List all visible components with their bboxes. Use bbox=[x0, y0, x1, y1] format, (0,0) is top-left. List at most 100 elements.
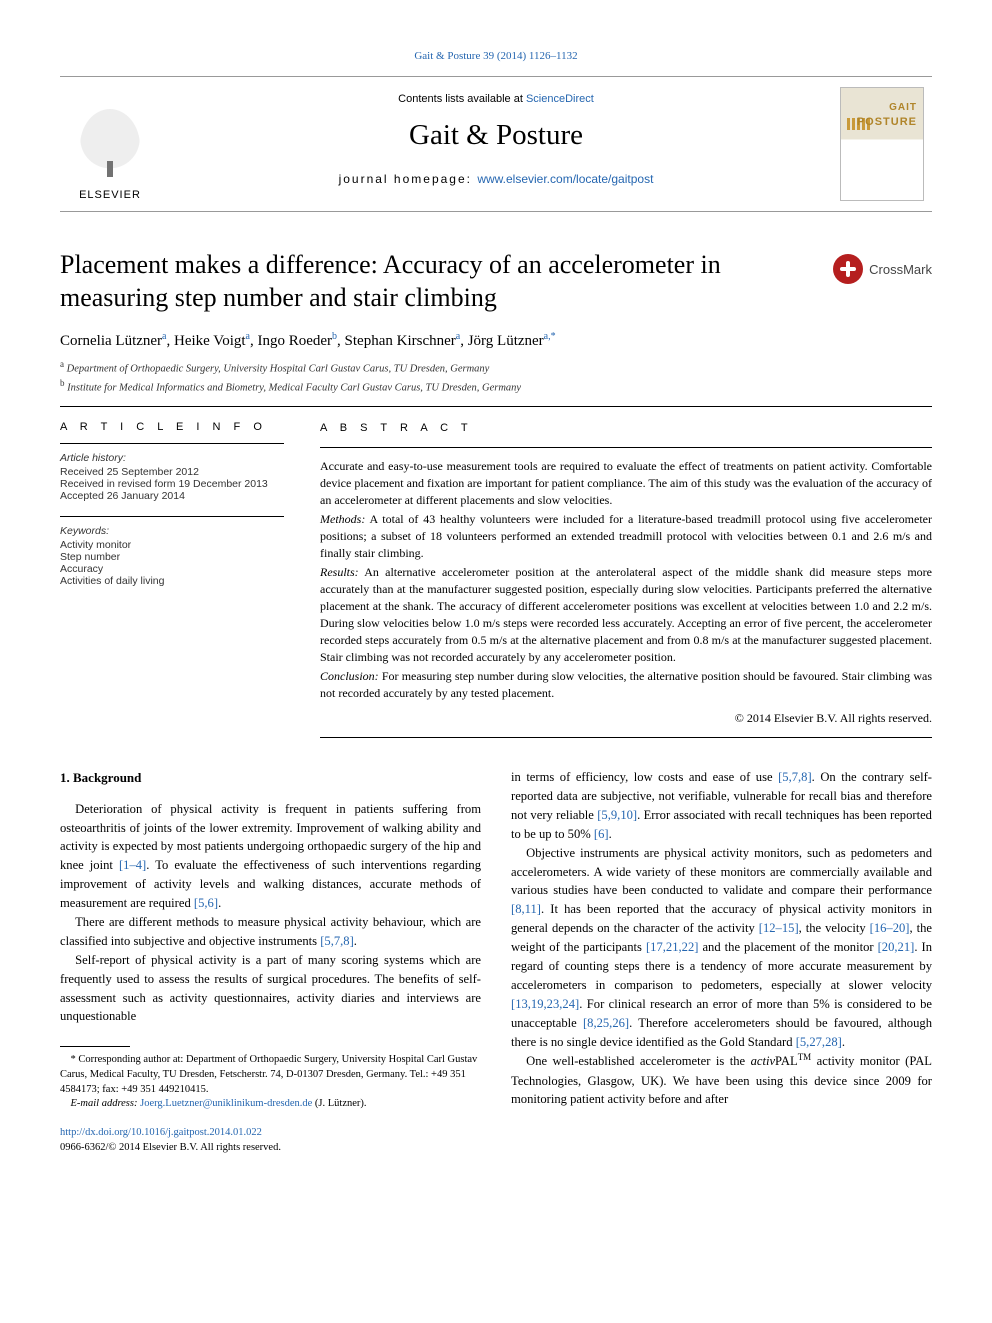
article-history: Article history: Received 25 September 2… bbox=[60, 452, 284, 502]
history-label: Article history: bbox=[60, 452, 284, 464]
email-tail: (J. Lützner). bbox=[312, 1098, 366, 1109]
doi-block: http://dx.doi.org/10.1016/j.gaitpost.201… bbox=[60, 1126, 481, 1155]
ref-5-9-10[interactable]: [5,9,10] bbox=[597, 808, 637, 822]
ref-12-15[interactable]: [12–15] bbox=[759, 921, 799, 935]
ref-1-4[interactable]: [1–4] bbox=[119, 858, 146, 872]
ref-17-21-22[interactable]: [17,21,22] bbox=[646, 940, 698, 954]
abstract-results: An alternative accelerometer position at… bbox=[320, 565, 932, 664]
ref-6[interactable]: [6] bbox=[594, 827, 609, 841]
keyword-4: Activities of daily living bbox=[60, 575, 284, 587]
author-4-affil: a bbox=[456, 331, 460, 342]
affiliation-b: Institute for Medical Informatics and Bi… bbox=[67, 382, 521, 393]
abstract-intro: Accurate and easy-to-use measurement too… bbox=[320, 458, 932, 509]
abstract-results-label: Results: bbox=[320, 565, 359, 579]
para-2: There are different methods to measure p… bbox=[60, 913, 481, 951]
cover-word-gait: GAIT bbox=[889, 102, 917, 113]
keywords-block: Keywords: Activity monitor Step number A… bbox=[60, 525, 284, 587]
ref-8-11[interactable]: [8,11] bbox=[511, 902, 541, 916]
email-label: E-mail address: bbox=[71, 1098, 141, 1109]
ref-5-6[interactable]: [5,6] bbox=[194, 896, 218, 910]
running-head: Gait & Posture 39 (2014) 1126–1132 bbox=[60, 50, 932, 62]
abstract-column: A B S T R A C T Accurate and easy-to-use… bbox=[320, 421, 932, 738]
publisher-block: ELSEVIER bbox=[60, 87, 160, 201]
ref-16-20[interactable]: [16–20] bbox=[870, 921, 910, 935]
abstract-methods-label: Methods: bbox=[320, 512, 365, 526]
author-5-affil: a, bbox=[544, 331, 551, 342]
author-list: Cornelia Lütznera, Heike Voigta, Ingo Ro… bbox=[60, 331, 932, 350]
abstract-conclusion-label: Conclusion: bbox=[320, 669, 379, 683]
article-info-column: A R T I C L E I N F O Article history: R… bbox=[60, 421, 284, 738]
para-3a: Self-report of physical activity is a pa… bbox=[60, 953, 481, 1024]
para-2b: . bbox=[354, 934, 357, 948]
author-1: Cornelia Lützner bbox=[60, 333, 162, 349]
section-1-heading: 1. Background bbox=[60, 768, 481, 788]
divider bbox=[60, 406, 932, 407]
author-3: Ingo Roeder bbox=[257, 333, 332, 349]
crossmark-widget[interactable]: CrossMark bbox=[833, 254, 932, 284]
doi-link[interactable]: http://dx.doi.org/10.1016/j.gaitpost.201… bbox=[60, 1127, 262, 1138]
para-6b: PAL bbox=[775, 1055, 798, 1069]
author-5: Jörg Lützner bbox=[468, 333, 544, 349]
author-2-affil: a bbox=[246, 331, 250, 342]
ref-5-7-8[interactable]: [5,7,8] bbox=[320, 934, 354, 948]
para-1c: . bbox=[218, 896, 221, 910]
affiliation-a: Department of Orthopaedic Surgery, Unive… bbox=[67, 363, 490, 374]
corresponding-author-footnote: * Corresponding author at: Department of… bbox=[60, 1053, 481, 1097]
ref-13-19-23-24[interactable]: [13,19,23,24] bbox=[511, 997, 579, 1011]
para-2a: There are different methods to measure p… bbox=[60, 915, 481, 948]
ref-20-21[interactable]: [20,21] bbox=[878, 940, 915, 954]
para-5c: , the velocity bbox=[799, 921, 870, 935]
crossmark-icon bbox=[833, 254, 863, 284]
contents-prefix: Contents lists available at bbox=[398, 93, 526, 105]
para-4d: . bbox=[609, 827, 612, 841]
author-email-link[interactable]: Joerg.Luetzner@uniklinikum-dresden.de bbox=[140, 1098, 312, 1109]
abstract-methods: A total of 43 healthy volunteers were in… bbox=[320, 512, 932, 560]
cover-word-posture: POSTURE bbox=[857, 116, 917, 128]
footnotes: * Corresponding author at: Department of… bbox=[60, 1053, 481, 1112]
para-6-italic: activ bbox=[751, 1055, 775, 1069]
para-3: Self-report of physical activity is a pa… bbox=[60, 951, 481, 1027]
keyword-1: Activity monitor bbox=[60, 539, 284, 551]
journal-cover-thumbnail: GAIT POSTURE bbox=[840, 87, 924, 201]
crossmark-label: CrossMark bbox=[869, 262, 932, 277]
author-4: Stephan Kirschner bbox=[345, 333, 456, 349]
article-info-heading: A R T I C L E I N F O bbox=[60, 421, 284, 433]
journal-homepage-link[interactable]: www.elsevier.com/locate/gaitpost bbox=[477, 172, 653, 186]
masthead: ELSEVIER Contents lists available at Sci… bbox=[60, 76, 932, 212]
contents-available-line: Contents lists available at ScienceDirec… bbox=[170, 93, 822, 105]
ref-5-27-28[interactable]: [5,27,28] bbox=[796, 1035, 842, 1049]
corresponding-author-star: * bbox=[551, 331, 556, 342]
article-title: Placement makes a difference: Accuracy o… bbox=[60, 248, 813, 315]
affiliations: a Department of Orthopaedic Surgery, Uni… bbox=[60, 358, 932, 397]
trademark-symbol: TM bbox=[798, 1052, 812, 1062]
journal-homepage-line: journal homepage: www.elsevier.com/locat… bbox=[170, 172, 822, 186]
para-4a: in terms of efficiency, low costs and ea… bbox=[511, 770, 778, 784]
para-5e: and the placement of the monitor bbox=[698, 940, 877, 954]
history-revised: Received in revised form 19 December 201… bbox=[60, 478, 284, 490]
para-6a: One well-established accelerometer is th… bbox=[526, 1055, 750, 1069]
para-5a: Objective instruments are physical activ… bbox=[511, 846, 932, 898]
author-3-affil: b bbox=[332, 331, 337, 342]
author-2: Heike Voigt bbox=[174, 333, 246, 349]
author-1-affil: a bbox=[162, 331, 166, 342]
ref-8-25-26[interactable]: [8,25,26] bbox=[583, 1016, 629, 1030]
keyword-2: Step number bbox=[60, 551, 284, 563]
keyword-3: Accuracy bbox=[60, 563, 284, 575]
para-4: in terms of efficiency, low costs and ea… bbox=[511, 768, 932, 844]
publisher-name: ELSEVIER bbox=[79, 189, 141, 201]
abstract-copyright: © 2014 Elsevier B.V. All rights reserved… bbox=[320, 710, 932, 727]
sciencedirect-link[interactable]: ScienceDirect bbox=[526, 93, 594, 105]
ref-5-7-8-b[interactable]: [5,7,8] bbox=[778, 770, 812, 784]
homepage-prefix: journal homepage: bbox=[339, 172, 478, 186]
history-accepted: Accepted 26 January 2014 bbox=[60, 490, 284, 502]
footnote-rule bbox=[60, 1046, 130, 1047]
para-5: Objective instruments are physical activ… bbox=[511, 844, 932, 1052]
para-5i: . bbox=[842, 1035, 845, 1049]
journal-name: Gait & Posture bbox=[170, 119, 822, 152]
issn-copyright: 0966-6362/© 2014 Elsevier B.V. All right… bbox=[60, 1141, 481, 1156]
body-text: 1. Background Deterioration of physical … bbox=[60, 768, 932, 1155]
para-1: Deterioration of physical activity is fr… bbox=[60, 800, 481, 913]
abstract-conclusion: For measuring step number during slow ve… bbox=[320, 669, 932, 700]
email-footnote: E-mail address: Joerg.Luetzner@uniklinik… bbox=[60, 1097, 481, 1112]
abstract-heading: A B S T R A C T bbox=[320, 421, 932, 437]
